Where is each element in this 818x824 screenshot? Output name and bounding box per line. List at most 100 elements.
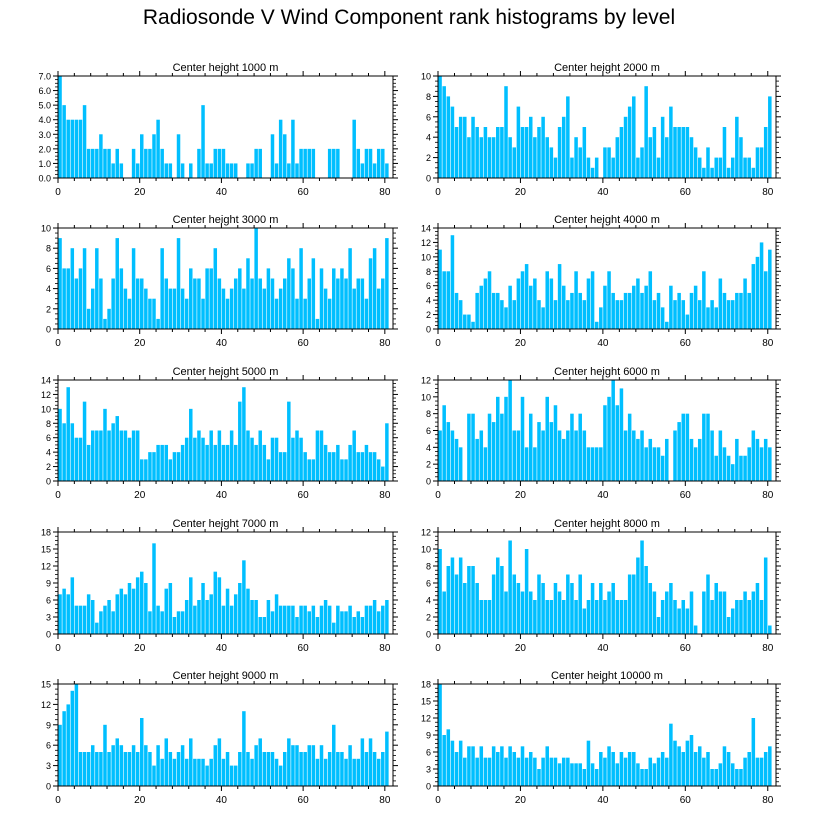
bar (590, 167, 595, 178)
bar (582, 430, 587, 481)
bar (689, 137, 694, 178)
bar (119, 745, 124, 786)
chart-panel-5: Center height 5000 m 0 20 40 60 80 0 2 4 6 8 10 12 14 (41, 366, 398, 501)
bar (508, 746, 512, 786)
x-tick-label: 80 (762, 490, 774, 501)
bar (90, 430, 95, 481)
bar (582, 127, 587, 178)
bar (611, 583, 615, 634)
bar (730, 157, 735, 178)
bar (205, 600, 209, 634)
bar (364, 444, 369, 481)
bar (193, 437, 197, 481)
bar (487, 413, 492, 481)
bar (299, 752, 303, 786)
bar (755, 438, 760, 481)
bar (483, 447, 488, 481)
x-tick-label: 40 (597, 490, 609, 501)
bar (311, 745, 316, 786)
bar (763, 557, 768, 634)
bar (258, 738, 262, 786)
bar (479, 430, 484, 481)
chart-title: Center height 6000 m (554, 366, 660, 378)
bar (205, 444, 209, 481)
x-tick-label: 80 (379, 795, 391, 806)
bar (586, 740, 591, 786)
bar (156, 745, 160, 786)
y-tick-label: 4 (426, 443, 431, 453)
bar (250, 278, 254, 329)
bar (189, 268, 193, 329)
bar (500, 300, 504, 329)
bar (652, 763, 657, 786)
bar (627, 106, 632, 178)
bar (107, 308, 111, 329)
bar (660, 600, 665, 634)
bar (246, 430, 250, 481)
bar (295, 617, 299, 634)
bar (578, 292, 582, 329)
y-tick-label: 3.0 (38, 130, 51, 140)
bar (586, 447, 591, 481)
bar (755, 147, 760, 178)
bar (368, 258, 373, 329)
bar (78, 605, 83, 634)
y-tick-label: 6 (426, 579, 431, 589)
bar (681, 752, 686, 786)
y-tick-label: 15 (41, 545, 51, 555)
y-tick-label: 12 (421, 238, 431, 248)
bar (217, 430, 222, 481)
bar (189, 408, 193, 481)
bar (730, 300, 735, 329)
bar (603, 405, 607, 481)
bar (90, 600, 95, 634)
x-tick-label: 80 (762, 643, 774, 654)
bar (131, 430, 136, 481)
bar (95, 752, 99, 786)
bar (640, 769, 644, 786)
y-tick-label: 6 (426, 426, 431, 436)
bar (537, 300, 541, 329)
bar (201, 583, 205, 634)
bar (570, 292, 574, 329)
bar (759, 242, 764, 329)
y-tick-label: 8 (426, 409, 431, 419)
bar (352, 288, 356, 329)
chart-title: Center height 1000 m (173, 62, 279, 74)
bar (603, 600, 607, 634)
bar (62, 423, 66, 481)
bar (201, 758, 205, 786)
x-tick-label: 40 (216, 643, 228, 654)
bar (446, 729, 451, 786)
bar (735, 116, 739, 178)
x-tick-label: 20 (515, 643, 527, 654)
bar (545, 746, 549, 786)
bar (299, 605, 303, 634)
bar (590, 763, 595, 786)
bar (131, 588, 136, 634)
bar (62, 105, 66, 178)
bar (685, 608, 690, 634)
bar (99, 430, 103, 481)
bar (528, 591, 533, 634)
x-tick-label: 60 (298, 338, 310, 349)
bar (274, 758, 279, 786)
chart-title: Center height 7000 m (173, 518, 279, 530)
bar (528, 285, 533, 329)
bar (644, 285, 648, 329)
bar (327, 605, 332, 634)
y-tick-label: 6 (46, 433, 51, 443)
bar (356, 148, 361, 178)
bar (586, 278, 591, 329)
bar (217, 148, 222, 178)
bar (759, 600, 764, 634)
bar (168, 752, 173, 786)
bar (376, 148, 381, 178)
bar (718, 763, 723, 786)
bar (242, 288, 246, 329)
bar (115, 416, 119, 481)
bar (160, 148, 164, 178)
bar (172, 452, 177, 481)
bar (62, 711, 66, 786)
bar (303, 752, 307, 786)
